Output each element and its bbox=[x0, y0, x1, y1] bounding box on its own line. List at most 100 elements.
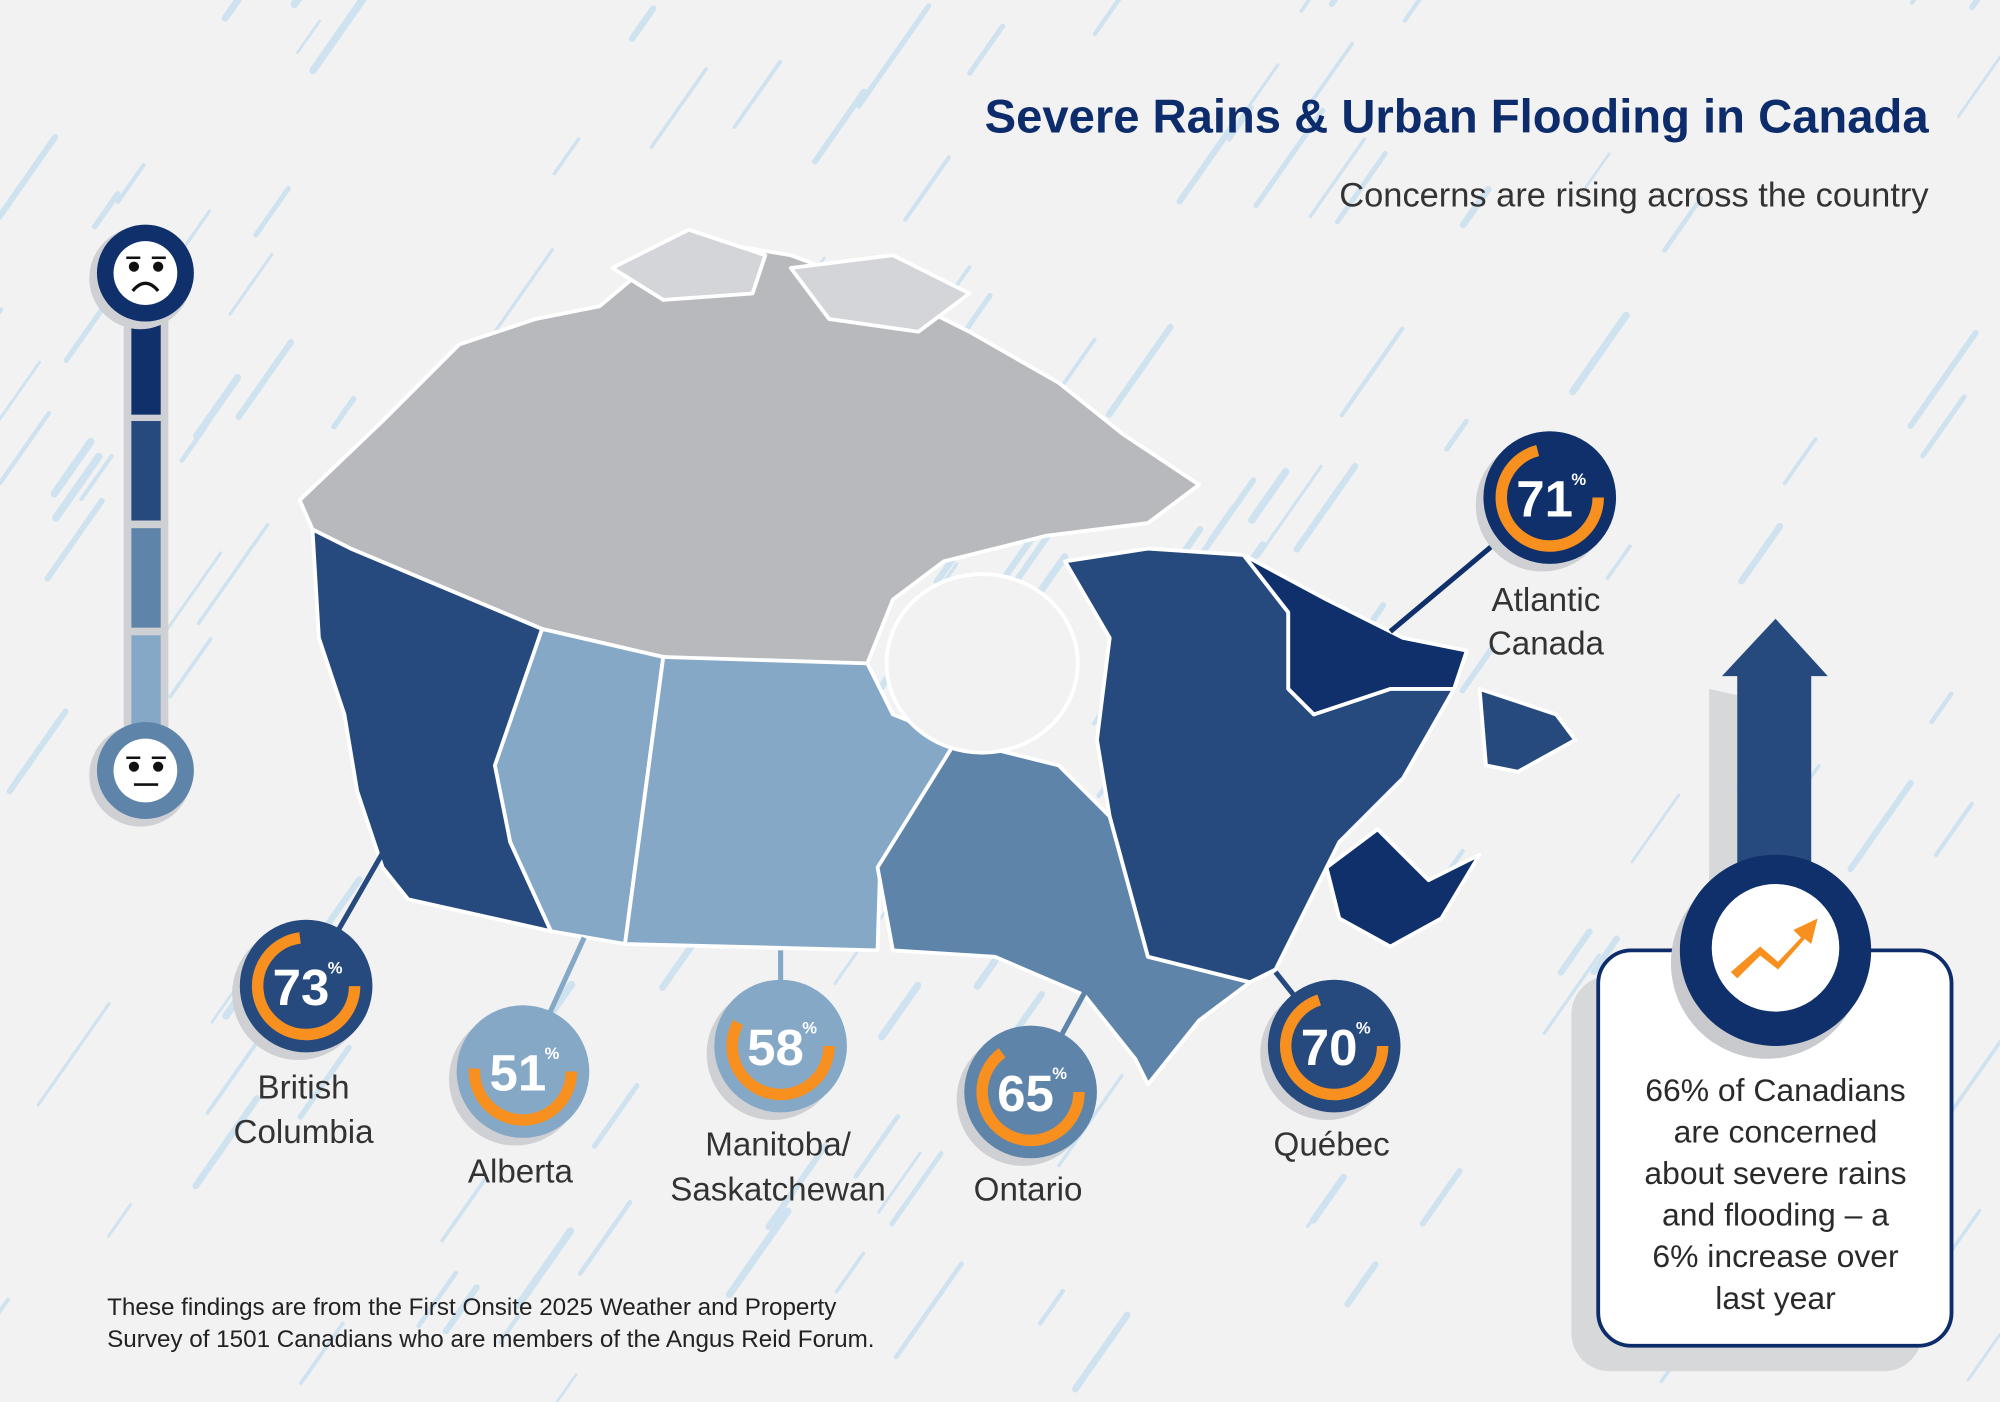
raindrop bbox=[1208, 505, 1234, 541]
raindrop bbox=[1738, 523, 1784, 585]
raindrop bbox=[1227, 105, 1254, 142]
raindrop bbox=[1305, 42, 1354, 110]
raindrop bbox=[296, 19, 322, 54]
raindrop bbox=[6, 708, 69, 795]
raindrop bbox=[856, 3, 932, 109]
raindrop bbox=[889, 1151, 944, 1227]
region-percent: 58 bbox=[747, 1019, 804, 1076]
raindrop bbox=[325, 876, 363, 926]
raindrop bbox=[309, 0, 367, 75]
raindrop bbox=[1956, 54, 2000, 118]
sad-face-icon bbox=[89, 224, 194, 330]
raindrop bbox=[1459, 185, 1492, 229]
raindrop bbox=[297, 1044, 352, 1120]
region-name: Ontario bbox=[974, 1171, 1083, 1208]
percent-sign: % bbox=[1052, 1064, 1067, 1083]
raindrop bbox=[1248, 468, 1290, 524]
raindrop bbox=[834, 1251, 866, 1294]
raindrop bbox=[1056, 337, 1097, 394]
raindrop bbox=[168, 637, 213, 699]
concern-scale bbox=[89, 224, 194, 827]
region-name: Columbia bbox=[234, 1114, 375, 1151]
raindrop bbox=[416, 1270, 459, 1329]
region-percent: 73 bbox=[273, 959, 330, 1016]
raindrop bbox=[1907, 330, 1979, 430]
raindrop bbox=[1036, 553, 1069, 596]
raindrop bbox=[440, 1177, 488, 1243]
raindrop bbox=[1605, 544, 1632, 581]
up-arrow bbox=[1721, 618, 1828, 893]
region-percent: 70 bbox=[1301, 1019, 1358, 1076]
region-badge: 71% Atlantic Canada bbox=[1388, 431, 1617, 662]
callout-text-line: are concerned bbox=[1674, 1113, 1878, 1149]
raindrop bbox=[0, 360, 42, 422]
raindrop bbox=[1176, 120, 1238, 205]
raindrop bbox=[1966, 1333, 2000, 1382]
raindrop bbox=[1847, 779, 1914, 873]
raindrop bbox=[1581, 152, 1611, 194]
raindrop bbox=[52, 452, 103, 522]
raindrop bbox=[1444, 418, 1469, 452]
neutral-face-icon bbox=[89, 722, 194, 827]
islands bbox=[610, 227, 972, 334]
percent-ring bbox=[251, 932, 361, 1041]
raindrop bbox=[160, 551, 223, 638]
raindrop bbox=[235, 339, 295, 420]
region-newfoundland bbox=[1477, 686, 1578, 774]
raindrop bbox=[1191, 477, 1257, 567]
hudson-bay bbox=[884, 572, 1080, 755]
raindrop bbox=[1071, 1311, 1131, 1393]
raindrop bbox=[556, 1373, 578, 1402]
raindrop bbox=[1344, 1261, 1379, 1308]
raindrop bbox=[196, 522, 270, 626]
raindrop bbox=[812, 88, 867, 165]
raindrop bbox=[967, 23, 1006, 76]
region-name: Alberta bbox=[468, 1154, 574, 1191]
raindrop bbox=[1782, 437, 1818, 486]
region-percent: 71 bbox=[1516, 471, 1573, 528]
raindrop bbox=[1253, 107, 1326, 209]
raindrop bbox=[1590, 935, 1620, 975]
callout-text-line: 66% of Canadians bbox=[1645, 1072, 1906, 1108]
trend-up-arrow-icon bbox=[1711, 884, 1840, 1012]
raindrop bbox=[299, 1321, 345, 1385]
raindrop bbox=[1236, 63, 1280, 123]
raindrop bbox=[193, 373, 242, 440]
region-maritimes bbox=[1324, 827, 1482, 949]
raindrop bbox=[1308, 137, 1367, 219]
raindrop bbox=[1256, 464, 1323, 558]
callout-text-line: 6% increase over bbox=[1652, 1238, 1899, 1274]
raindrop bbox=[221, 0, 243, 22]
callout-text-line: about severe rains bbox=[1644, 1155, 1906, 1191]
raindrop bbox=[1662, 196, 1704, 253]
region-name: Manitoba/ bbox=[705, 1127, 851, 1164]
raindrop bbox=[877, 1151, 922, 1214]
region-labrador bbox=[1241, 553, 1469, 717]
raindrop bbox=[1630, 793, 1681, 864]
raindrop bbox=[442, 1284, 480, 1335]
page-title: Severe Rains & Urban Flooding in Canada bbox=[985, 91, 1930, 144]
raindrop bbox=[1105, 323, 1174, 418]
raindrop bbox=[115, 163, 146, 205]
raindrop bbox=[649, 67, 708, 149]
raindrop bbox=[1929, 691, 1954, 725]
raindrop bbox=[1402, 0, 1422, 23]
percent-sign: % bbox=[1356, 1018, 1371, 1037]
region-name: British bbox=[258, 1069, 350, 1106]
region-british-columbia bbox=[310, 527, 553, 934]
raindrop bbox=[514, 1227, 575, 1310]
raindrop bbox=[903, 155, 951, 222]
raindrop bbox=[1334, 150, 1388, 225]
region-badge: 58% Manitoba/Saskatchewan bbox=[670, 950, 886, 1208]
raindrop bbox=[1947, 1208, 1982, 1256]
region-percent: 51 bbox=[489, 1045, 546, 1102]
raindrop bbox=[1920, 394, 1967, 459]
canada-map bbox=[297, 227, 1578, 1087]
raindrop bbox=[228, 252, 274, 316]
raindrop bbox=[893, 1261, 964, 1360]
percent-ring bbox=[1280, 994, 1389, 1101]
callout-text-line: last year bbox=[1715, 1280, 1836, 1316]
raindrop bbox=[732, 59, 783, 129]
raindrop bbox=[577, 1199, 633, 1276]
